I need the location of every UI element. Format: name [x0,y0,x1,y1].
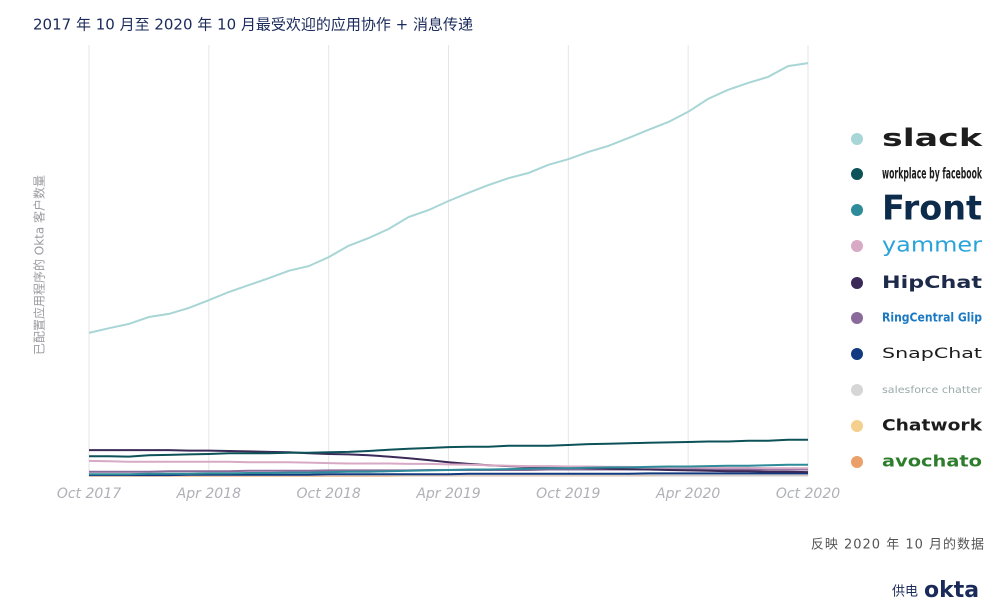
x-tick-label: Apr 2020 [655,486,720,502]
legend-label: slack [882,124,983,152]
legend-label: HipChat [882,273,982,293]
note: 反映 2020 年 10 月的数据 [811,537,985,553]
series-line [89,449,809,474]
legend-marker [851,133,863,145]
legend-marker [851,456,863,468]
x-tick-label: Oct 2019 [536,486,600,502]
legend-label: salesforce chatter [882,385,983,396]
legend-label: Chatwork [882,416,982,435]
series-line [89,438,808,458]
legend-label: workplace by facebook [882,165,983,183]
series-line [88,62,809,334]
legend-label: yammer [882,233,983,257]
y-axis-label: 已配置应用程序的 Okta 客户数量 [32,175,47,355]
legend-label: SnapChat [882,346,983,362]
credit: 供电 [892,585,918,600]
legend-marker [851,384,863,396]
legend-marker [851,277,863,289]
credit-logo: okta [924,578,979,603]
legend-marker [851,312,863,324]
legend-marker [851,420,863,432]
legend-marker [851,204,863,216]
legend-marker [851,348,863,360]
legend-marker [851,168,863,180]
series-line [89,472,808,477]
legend-label: avochato [882,452,982,471]
x-tick-label: Oct 2018 [297,486,361,502]
x-tick-label: Apr 2019 [415,486,480,502]
chart-title: 2017 年 10 月至 2020 年 10 月最受欢迎的应用协作 + 消息传递 [33,16,473,34]
x-tick-label: Oct 2017 [57,486,121,502]
legend-label: Front [882,189,982,229]
legend-marker [851,240,863,252]
series-line [89,463,808,476]
legend-label: RingCentral Glip [882,311,982,325]
x-tick-label: Apr 2018 [176,486,241,502]
x-tick-label: Oct 2020 [776,486,840,502]
